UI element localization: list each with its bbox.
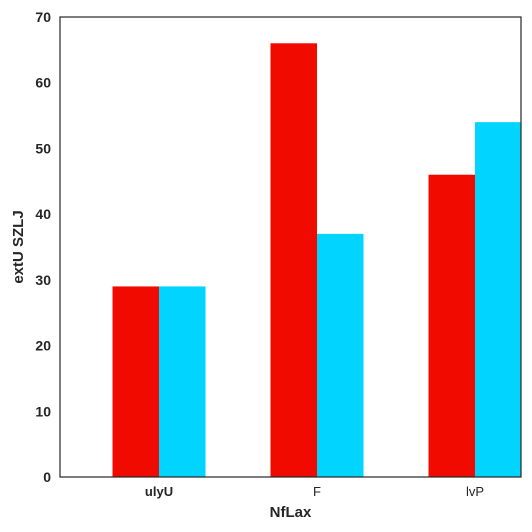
bar-series2-lvP	[475, 122, 522, 478]
y-tick-label: 30	[35, 272, 51, 288]
y-tick-label: 60	[35, 75, 51, 91]
bars-group	[112, 43, 522, 478]
y-tick-label: 70	[35, 9, 51, 25]
y-tick-label: 50	[35, 140, 51, 156]
bar-series1-ulyU	[112, 286, 159, 477]
x-axis-label: NfLax	[270, 504, 312, 521]
y-axis-label: extU SZLJ	[10, 210, 27, 283]
y-tick-label: 10	[35, 403, 51, 419]
y-tick-label: 20	[35, 338, 51, 354]
plot-frame	[59, 16, 522, 478]
y-ticks-group: 0 10 20 30 40 50 60 70	[35, 9, 51, 485]
x-tick-label: ulyU	[145, 484, 173, 499]
bar-series2-ulyU	[159, 286, 206, 477]
bar-series1-lvP	[428, 174, 475, 477]
bar-series2-F	[317, 233, 364, 477]
y-tick-label: 0	[43, 469, 51, 485]
x-tick-label: F	[313, 484, 321, 499]
bar-series1-F	[270, 43, 317, 478]
x-tick-label: lvP	[466, 484, 484, 499]
y-tick-label: 40	[35, 206, 51, 222]
